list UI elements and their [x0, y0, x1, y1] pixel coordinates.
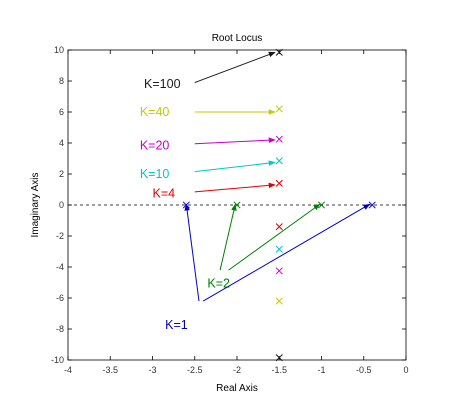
x-tick-label: -1.5	[271, 365, 287, 375]
x-axis-label: Real Axis	[216, 383, 258, 394]
annotation-arrow	[194, 182, 276, 193]
annotation-arrow	[184, 203, 200, 302]
pole-marker	[275, 48, 283, 56]
pole-marker	[275, 297, 283, 305]
axis-ticks: -4 -3.5 -3 -2.5 -2 -1.5 -1 -0.5 0 -10 -8 -6 -4 -2 0 2 4 6…	[51, 45, 409, 375]
chart-title: Root Locus	[212, 33, 263, 44]
y-tick-label: 2	[59, 169, 64, 179]
annotation-arrow	[194, 51, 276, 84]
gain-label: K=40	[140, 105, 170, 119]
annotation-arrow	[202, 203, 371, 302]
pole-marker	[275, 135, 283, 143]
annotation-arrow	[219, 203, 237, 271]
y-tick-label: -10	[51, 355, 64, 365]
x-tick-label: -2	[233, 365, 241, 375]
pole-marker	[275, 354, 283, 362]
y-tick-label: -2	[56, 231, 64, 241]
gain-label: K=10	[140, 167, 170, 181]
x-tick-label: -4	[64, 365, 72, 375]
y-tick-label: 4	[59, 138, 64, 148]
pole-markers	[182, 48, 376, 362]
gain-label: K=20	[140, 138, 170, 152]
pole-marker	[275, 157, 283, 165]
gain-label: K=4	[153, 186, 176, 200]
x-tick-label: -1	[317, 365, 325, 375]
x-tick-label: -3.5	[102, 365, 118, 375]
annotation-arrow	[194, 160, 276, 173]
y-tick-label: -4	[56, 262, 64, 272]
gain-label: K=1	[165, 318, 188, 332]
y-tick-label: 0	[59, 200, 64, 210]
x-tick-label: -2.5	[187, 365, 203, 375]
x-tick-label: -3	[148, 365, 156, 375]
annotation-arrow	[194, 137, 276, 145]
y-tick-label: 10	[54, 45, 64, 55]
y-tick-label: -8	[56, 324, 64, 334]
pole-marker	[275, 245, 283, 253]
pole-marker	[275, 267, 283, 275]
x-tick-label: -0.5	[356, 365, 372, 375]
pole-marker	[275, 179, 283, 187]
y-axis-label: Imaginary Axis	[30, 172, 41, 237]
y-tick-label: 8	[59, 76, 64, 86]
pole-marker	[275, 105, 283, 113]
gain-annotations: K=100 K=40 K=20 K=10 K=4 K=2 K=1	[140, 51, 371, 332]
gain-label: K=2	[207, 276, 230, 290]
y-tick-label: 6	[59, 107, 64, 117]
pole-marker	[275, 223, 283, 231]
annotation-arrow	[228, 203, 321, 271]
x-tick-label: 0	[403, 365, 408, 375]
gain-label: K=100	[144, 77, 181, 91]
y-tick-label: -6	[56, 293, 64, 303]
